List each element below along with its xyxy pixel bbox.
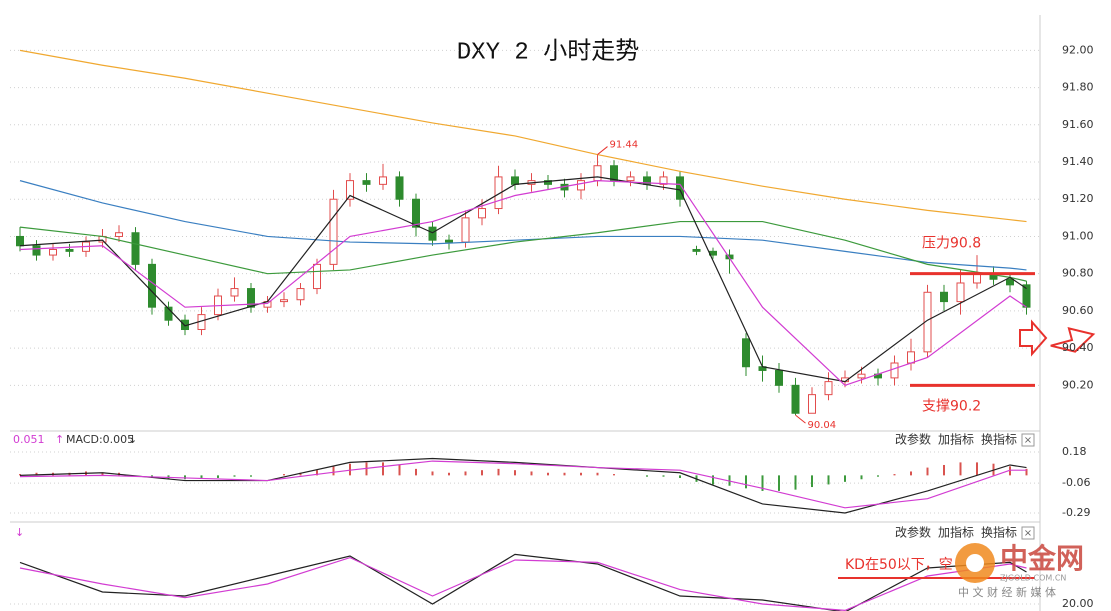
candle-body [494, 176, 503, 210]
candle-body [692, 248, 701, 252]
candle-body [544, 180, 552, 185]
kd-note: KD在50以下，空 [845, 557, 953, 573]
y-tick-label: 90.40 [1062, 341, 1094, 354]
candle-body [164, 306, 173, 321]
arrow-icon [1050, 327, 1096, 353]
indicator-line [19, 220, 1027, 282]
candle-body [313, 263, 321, 290]
candle-body [659, 176, 668, 185]
candle-body [230, 288, 239, 297]
macd-header: MACD:0.005 [66, 433, 134, 446]
y-tick-label: 92.00 [1062, 43, 1094, 56]
candle-body [791, 384, 800, 414]
chart-title: DXY 2 小时走势 [457, 37, 639, 66]
candle-body [461, 217, 470, 243]
watermark-logo [966, 554, 984, 572]
candle-body [379, 176, 387, 185]
close-button[interactable] [1021, 526, 1035, 540]
candle-body [478, 208, 486, 219]
candle-body [775, 369, 783, 386]
candle-body [808, 394, 816, 414]
candle-body [32, 245, 41, 256]
indicator-line [19, 460, 1027, 509]
arrow-icon [1019, 319, 1048, 357]
y-tick-label: -0.29 [1062, 506, 1090, 519]
y-tick-label: 91.20 [1062, 192, 1094, 205]
candle-body [890, 362, 899, 379]
extreme-pointer [795, 414, 806, 424]
watermark: 中 文 财 经 新 媒 体 [958, 585, 1056, 599]
y-tick-label: 90.60 [1062, 304, 1094, 317]
toolbar-button[interactable]: 改参数 [895, 525, 931, 540]
y-tick-label: 91.40 [1062, 155, 1094, 168]
y-tick-label: 91.60 [1062, 118, 1094, 131]
candle-body [956, 282, 965, 303]
candle-body [115, 232, 123, 237]
indicator-line [19, 553, 1027, 611]
candle-body [362, 180, 371, 185]
candle-body [131, 232, 140, 265]
candle-body [593, 165, 602, 182]
watermark: 中金网 [1000, 542, 1084, 575]
candle-body [247, 288, 255, 308]
indicator-line [19, 457, 1027, 514]
candle-body [511, 176, 519, 185]
close-icon: × [1024, 528, 1032, 539]
extreme-pointer [597, 146, 608, 155]
indicator-line [19, 556, 1027, 611]
y-tick-label: -0.06 [1062, 476, 1090, 489]
extreme-label: 91.44 [610, 140, 639, 151]
y-tick-label: 90.80 [1062, 267, 1094, 280]
candle-body [445, 239, 453, 243]
level-label: 压力90.8 [922, 236, 981, 252]
candle-body [329, 198, 338, 265]
arrow-icon: ↓ [128, 433, 137, 446]
watermark: ZJGOLD.COM.CN [1000, 574, 1066, 583]
y-tick-label: 91.80 [1062, 81, 1094, 94]
candle-body [626, 176, 635, 182]
level-label: 支撑90.2 [922, 398, 981, 414]
y-tick-label: 20.00 [1062, 597, 1094, 610]
extreme-label: 90.04 [808, 420, 837, 431]
arrow-icon: ↑ [55, 433, 64, 446]
candle-body [49, 248, 57, 256]
candle-body [610, 165, 618, 182]
toolbar-button[interactable]: 加指标 [938, 525, 974, 540]
candle-body [1006, 278, 1014, 286]
candle-body [395, 176, 404, 200]
candle-body [577, 180, 585, 191]
toolbar-button[interactable]: 换指标 [981, 432, 1017, 447]
candle-body [296, 288, 305, 301]
candle-body [857, 373, 866, 379]
candle-body [940, 291, 948, 303]
candle-body [148, 263, 156, 308]
candle-body [742, 338, 750, 368]
candle-body [907, 351, 915, 364]
candle-body [16, 235, 24, 247]
close-button[interactable] [1021, 433, 1035, 447]
candle-body [346, 180, 354, 200]
close-icon: × [1024, 435, 1032, 446]
candle-body [65, 248, 74, 252]
indicator-line [19, 180, 1027, 387]
candle-body [412, 198, 420, 228]
toolbar-button[interactable]: 换指标 [981, 525, 1017, 540]
indicator-line [19, 176, 1027, 383]
indicator-line [19, 49, 1027, 223]
toolbar-button[interactable]: 改参数 [895, 432, 931, 447]
macd-header: 0.051 [13, 433, 45, 446]
candle-body [824, 381, 833, 396]
candle-body [676, 176, 684, 200]
candle-body [280, 299, 288, 303]
toolbar-button[interactable]: 加指标 [938, 432, 974, 447]
y-tick-label: 91.00 [1062, 229, 1094, 242]
y-tick-label: 90.20 [1062, 378, 1094, 391]
y-tick-label: 0.18 [1062, 445, 1087, 458]
arrow-icon: ↓ [15, 526, 24, 539]
candle-body [428, 226, 437, 241]
